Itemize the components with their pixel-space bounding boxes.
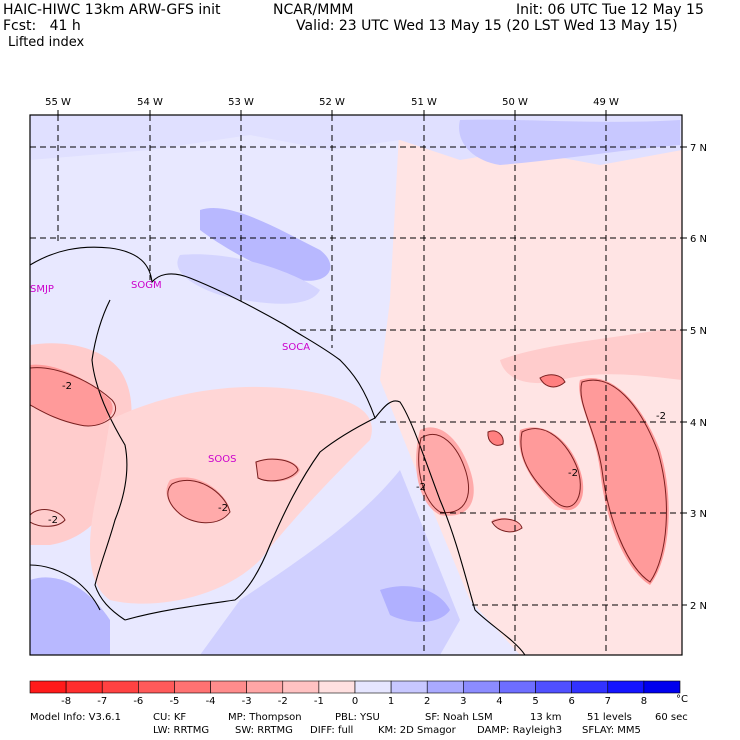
colorbar-tick-label: 7 <box>605 696 611 707</box>
lat-label: 6 N <box>690 234 707 245</box>
contour-label: -2 <box>218 503 228 514</box>
coastline <box>29 246 526 656</box>
lon-label: 50 W <box>502 97 528 108</box>
colorbar-tick-label: -2 <box>278 696 288 707</box>
map-frame <box>29 114 683 656</box>
contour-label: -2 <box>48 515 58 526</box>
footer-model-version: Model Info: V3.6.1 <box>30 712 121 723</box>
footer-levels: 51 levels <box>587 712 632 723</box>
lon-label: 51 W <box>411 97 437 108</box>
colorbar-swatch <box>571 680 609 694</box>
lat-lon-grid <box>30 115 682 655</box>
colorbar-tick-label: -8 <box>61 696 71 707</box>
colorbar-swatch <box>390 680 428 694</box>
colorbar-swatch <box>210 680 247 694</box>
footer-cu: CU: KF <box>153 712 187 723</box>
footer-pbl: PBL: YSU <box>335 712 380 723</box>
lat-label: 3 N <box>690 509 707 520</box>
colorbar-swatch <box>174 680 211 694</box>
lon-label: 53 W <box>228 97 254 108</box>
org-label: NCAR/MMM <box>273 2 354 18</box>
colorbar-swatch <box>138 680 175 694</box>
footer-timestep: 60 sec <box>655 712 688 723</box>
colorbar-tick-label: -4 <box>206 696 216 707</box>
colorbar-swatch <box>65 680 103 694</box>
footer-sw: SW: RRTMG <box>235 725 293 736</box>
footer-sf: SF: Noah LSM <box>425 712 493 723</box>
lon-label: 54 W <box>137 97 163 108</box>
colorbar-swatch <box>246 680 284 694</box>
model-title: HAIC-HIWC 13km ARW-GFS init <box>3 2 221 18</box>
footer-damp: DAMP: Rayleigh3 <box>477 725 563 736</box>
forecast-hour: Fcst: 41 h <box>3 18 81 34</box>
footer-resolution: 13 km <box>530 712 562 723</box>
colorbar-tick-label: 4 <box>496 696 502 707</box>
footer-mp: MP: Thompson <box>228 712 302 723</box>
station-sogm: SOGM <box>131 280 162 291</box>
field-shading <box>30 115 682 655</box>
colorbar-swatch <box>354 680 392 694</box>
colorbar-tick-label: 8 <box>641 696 647 707</box>
contour-lines <box>30 367 667 583</box>
station-soos: SOOS <box>208 454 236 465</box>
colorbar-swatch <box>499 680 536 694</box>
colorbar-swatch <box>607 680 645 694</box>
footer-diff: DIFF: full <box>310 725 354 736</box>
colorbar-tick-label: -1 <box>314 696 324 707</box>
footer-km: KM: 2D Smagor <box>378 725 456 736</box>
colorbar-tick-label: -6 <box>133 696 143 707</box>
colorbar-tick-label: 0 <box>352 696 358 707</box>
colorbar-swatch <box>101 680 139 694</box>
colorbar-swatch <box>282 680 320 694</box>
colorbar-swatch <box>29 680 67 694</box>
contour-label: -2 <box>416 482 426 493</box>
contour-label: -2 <box>656 411 666 422</box>
colorbar-swatch <box>426 680 464 694</box>
lat-label: 4 N <box>690 418 707 429</box>
map-ticks <box>57 110 687 606</box>
colorbar-swatch <box>463 680 500 694</box>
lat-label: 2 N <box>690 601 707 612</box>
lon-label: 49 W <box>593 97 619 108</box>
colorbar-unit: °C <box>676 694 688 705</box>
valid-time: Valid: 23 UTC Wed 13 May 15 (20 LST Wed … <box>296 18 678 34</box>
colorbar-tick-label: 1 <box>388 696 394 707</box>
station-soca: SOCA <box>282 342 310 353</box>
footer-lw: LW: RRTMG <box>153 725 210 736</box>
footer-sflay: SFLAY: MM5 <box>582 725 641 736</box>
lat-label: 5 N <box>690 326 707 337</box>
colorbar-tick-label: 6 <box>568 696 574 707</box>
colorbar-tick-label: 3 <box>460 696 466 707</box>
colorbar-tick-label: -7 <box>97 696 107 707</box>
colorbar-tick-label: -5 <box>169 696 179 707</box>
contour-value-labels: -2 -2 -2 -2 -2 -2 <box>48 381 666 526</box>
contour-label: -2 <box>62 381 72 392</box>
station-labels: SMJP SOGM SOCA SOOS <box>30 280 310 465</box>
colorbar-tick-label: -3 <box>242 696 252 707</box>
colorbar-swatch <box>318 680 356 694</box>
station-smjp: SMJP <box>30 284 54 295</box>
field-name: Lifted index <box>8 35 85 50</box>
init-time: Init: 06 UTC Tue 12 May 15 <box>516 2 704 18</box>
contour-label: -2 <box>568 468 578 479</box>
colorbar: -8 -7 -6 -5 -4 -3 -2 -1 0 1 2 3 4 5 6 7 8 <box>29 680 681 707</box>
colorbar-tick-label: 5 <box>532 696 538 707</box>
lat-label: 7 N <box>690 143 707 154</box>
lon-labels: 55 W 54 W 53 W 52 W 51 W 50 W 49 W <box>45 97 619 108</box>
colorbar-swatch <box>643 680 681 694</box>
lon-label: 52 W <box>319 97 345 108</box>
colorbar-swatch <box>535 680 572 694</box>
colorbar-tick-label: 2 <box>424 696 430 707</box>
lon-label: 55 W <box>45 97 71 108</box>
lat-labels: 7 N 6 N 5 N 4 N 3 N 2 N <box>690 143 707 612</box>
